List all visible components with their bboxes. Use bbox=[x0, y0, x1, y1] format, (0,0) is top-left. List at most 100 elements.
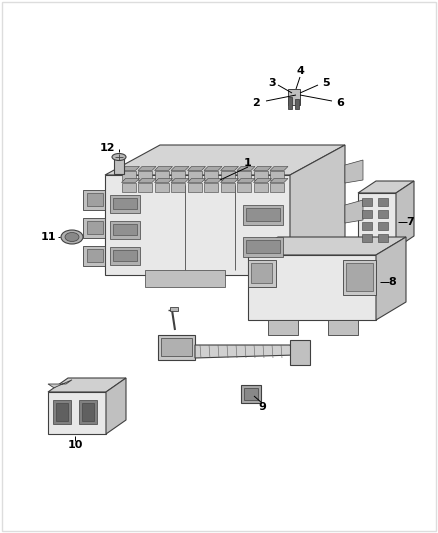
Text: 3: 3 bbox=[268, 78, 276, 88]
Polygon shape bbox=[204, 182, 218, 191]
Polygon shape bbox=[270, 179, 288, 182]
Bar bbox=[241, 385, 261, 403]
Polygon shape bbox=[346, 263, 373, 291]
Polygon shape bbox=[138, 171, 152, 180]
Bar bbox=[82, 403, 94, 421]
Polygon shape bbox=[171, 179, 189, 182]
Polygon shape bbox=[254, 166, 272, 171]
Polygon shape bbox=[48, 380, 72, 388]
Polygon shape bbox=[121, 166, 139, 171]
Text: 2: 2 bbox=[252, 98, 260, 108]
Polygon shape bbox=[106, 378, 126, 434]
Polygon shape bbox=[237, 182, 251, 191]
Polygon shape bbox=[220, 166, 239, 171]
Polygon shape bbox=[248, 237, 406, 255]
Polygon shape bbox=[358, 193, 396, 248]
Polygon shape bbox=[155, 182, 169, 191]
Polygon shape bbox=[171, 182, 185, 191]
Bar bbox=[362, 234, 372, 242]
Polygon shape bbox=[270, 182, 284, 191]
Ellipse shape bbox=[61, 230, 83, 244]
Polygon shape bbox=[358, 181, 414, 193]
Text: 4: 4 bbox=[296, 66, 304, 76]
Bar bbox=[56, 403, 68, 421]
Polygon shape bbox=[248, 260, 276, 287]
Text: 10: 10 bbox=[67, 440, 83, 450]
Text: 1: 1 bbox=[244, 158, 252, 168]
Polygon shape bbox=[87, 221, 103, 234]
Polygon shape bbox=[237, 166, 255, 171]
Bar bbox=[362, 210, 372, 218]
Text: 11: 11 bbox=[40, 232, 56, 242]
Polygon shape bbox=[87, 193, 103, 206]
Polygon shape bbox=[155, 179, 173, 182]
Polygon shape bbox=[220, 182, 234, 191]
Bar bbox=[170, 307, 178, 311]
Polygon shape bbox=[246, 240, 280, 253]
Polygon shape bbox=[110, 195, 140, 213]
Polygon shape bbox=[110, 221, 140, 239]
Polygon shape bbox=[113, 198, 137, 209]
Polygon shape bbox=[288, 89, 300, 105]
Polygon shape bbox=[113, 250, 137, 261]
Polygon shape bbox=[243, 237, 283, 257]
Polygon shape bbox=[254, 179, 272, 182]
Polygon shape bbox=[121, 179, 139, 182]
Polygon shape bbox=[345, 200, 363, 223]
Bar bbox=[114, 158, 124, 174]
Polygon shape bbox=[113, 224, 137, 235]
Polygon shape bbox=[171, 171, 185, 180]
Polygon shape bbox=[187, 182, 201, 191]
Polygon shape bbox=[105, 175, 290, 275]
Ellipse shape bbox=[112, 154, 126, 160]
Polygon shape bbox=[187, 179, 205, 182]
Polygon shape bbox=[195, 345, 295, 358]
Bar bbox=[53, 400, 71, 424]
Polygon shape bbox=[295, 99, 299, 109]
Bar bbox=[362, 198, 372, 206]
Polygon shape bbox=[246, 208, 280, 221]
Polygon shape bbox=[48, 378, 126, 392]
Bar bbox=[378, 234, 388, 242]
Polygon shape bbox=[345, 160, 363, 183]
Ellipse shape bbox=[65, 232, 79, 241]
Polygon shape bbox=[138, 179, 156, 182]
Polygon shape bbox=[138, 182, 152, 191]
Polygon shape bbox=[105, 145, 345, 175]
Polygon shape bbox=[248, 255, 376, 320]
Bar bbox=[378, 222, 388, 230]
Text: 7: 7 bbox=[406, 217, 414, 227]
Polygon shape bbox=[121, 171, 135, 180]
Polygon shape bbox=[220, 179, 239, 182]
Polygon shape bbox=[396, 181, 414, 248]
Polygon shape bbox=[288, 97, 292, 109]
Bar bbox=[378, 198, 388, 206]
Polygon shape bbox=[83, 190, 105, 210]
Polygon shape bbox=[138, 166, 156, 171]
Polygon shape bbox=[158, 335, 195, 360]
Polygon shape bbox=[83, 246, 105, 266]
Polygon shape bbox=[237, 179, 255, 182]
Polygon shape bbox=[376, 237, 406, 320]
Text: 9: 9 bbox=[258, 402, 266, 412]
Polygon shape bbox=[290, 145, 345, 275]
Text: 8: 8 bbox=[388, 277, 396, 287]
Polygon shape bbox=[251, 263, 272, 283]
Polygon shape bbox=[254, 171, 268, 180]
Polygon shape bbox=[87, 249, 103, 262]
Polygon shape bbox=[237, 171, 251, 180]
Polygon shape bbox=[187, 171, 201, 180]
Bar bbox=[244, 388, 258, 400]
Polygon shape bbox=[171, 166, 189, 171]
Text: 12: 12 bbox=[99, 143, 115, 153]
Polygon shape bbox=[254, 182, 268, 191]
Polygon shape bbox=[243, 205, 283, 225]
Polygon shape bbox=[187, 166, 205, 171]
Polygon shape bbox=[204, 179, 222, 182]
Polygon shape bbox=[220, 171, 234, 180]
Polygon shape bbox=[145, 270, 225, 287]
Bar bbox=[378, 210, 388, 218]
Polygon shape bbox=[110, 247, 140, 265]
Polygon shape bbox=[121, 182, 135, 191]
Bar bbox=[79, 400, 97, 424]
